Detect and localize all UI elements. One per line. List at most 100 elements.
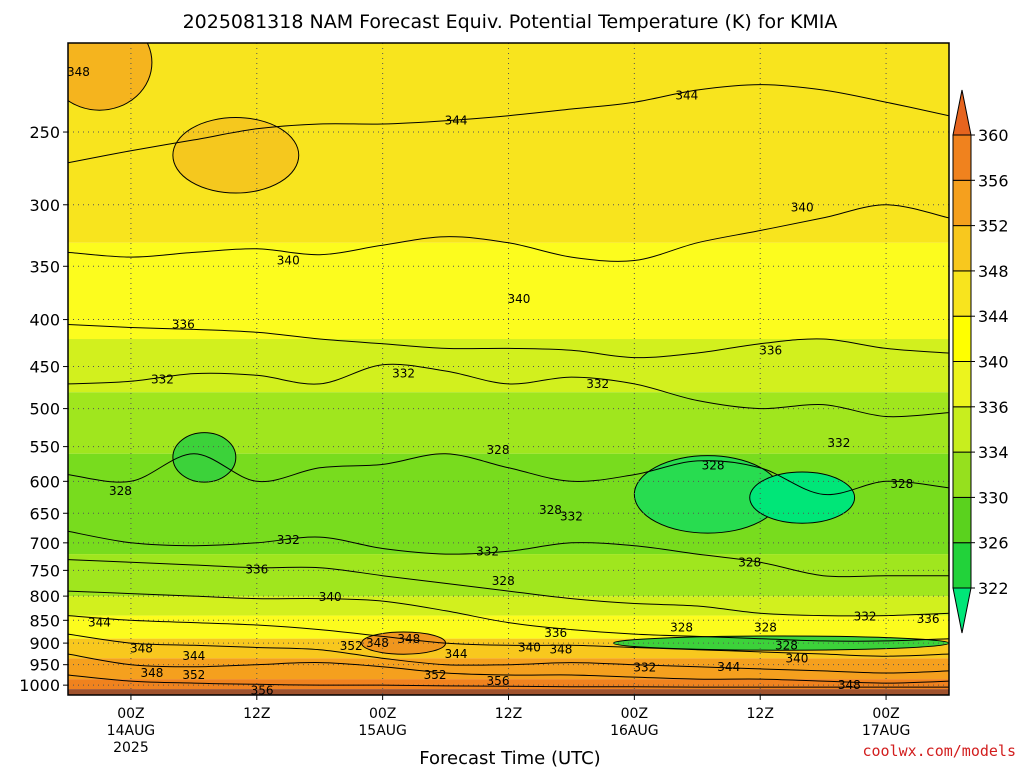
fill-patch-4	[749, 471, 856, 524]
colorbar-segment-344	[952, 270, 972, 317]
contour-label-46: 348	[838, 678, 861, 692]
fill-patch-1	[172, 117, 300, 194]
contour-line-340-7	[68, 590, 949, 642]
contour-label-4: 340	[277, 254, 300, 268]
fill-band-7	[68, 615, 949, 639]
contour-label-25: 332	[854, 610, 877, 624]
fill-band-1	[68, 242, 949, 340]
colorbar-min-triangle	[952, 587, 972, 634]
colorbar-label-330: 330	[978, 488, 1009, 507]
y-tick-label-250: 250	[29, 123, 60, 142]
colorbar-max-triangle	[952, 89, 972, 136]
y-tick-label-850: 850	[29, 611, 60, 630]
contour-line-332-5	[68, 530, 949, 578]
y-tick-label-300: 300	[29, 196, 60, 215]
colorbar-segment-330	[952, 451, 972, 498]
fill-band-10	[68, 679, 949, 690]
contour-line-340-1	[68, 204, 949, 262]
contour-label-20: 328	[492, 574, 515, 588]
contour-label-11: 332	[827, 436, 850, 450]
contour-line-332-3	[68, 363, 949, 418]
contour-label-14: 328	[702, 459, 725, 473]
colorbar-segment-356	[952, 134, 972, 181]
x-tick-label-24: 00Z	[369, 706, 396, 722]
x-axis-label: Forecast Time (UTC)	[419, 748, 600, 768]
contour-line-344-0	[68, 84, 949, 164]
contour-label-5: 340	[508, 292, 531, 306]
contour-label-47: 356	[251, 683, 274, 697]
contour-label-6: 336	[172, 318, 195, 332]
y-tick-label-700: 700	[29, 534, 60, 553]
y-axis: 250 300 350 400 450 500 550 600 650 700 750 800 850 9…	[19, 123, 68, 695]
contour-label-39: 340	[785, 651, 808, 665]
contour-label-2: 344	[445, 114, 468, 128]
contour-line-336-6	[68, 559, 949, 617]
colorbar-label-348: 348	[978, 262, 1009, 281]
contour-label-17: 332	[560, 509, 583, 523]
fill-patch-2	[172, 432, 237, 483]
x-tick-date-0: 14AUG	[107, 723, 156, 739]
contour-label-34: 340	[518, 641, 541, 655]
contour-line-356-11	[68, 674, 949, 688]
contour-label-33: 344	[445, 647, 468, 661]
contour-label-16: 328	[539, 503, 562, 517]
x-tick-year-0: 2025	[113, 740, 149, 756]
colorbar-label-352: 352	[978, 217, 1009, 236]
contour-label-7: 336	[759, 343, 782, 357]
colorbar-segment-326	[952, 496, 972, 544]
y-tick-label-350: 350	[29, 257, 60, 276]
x-tick-label-36: 12Z	[495, 706, 522, 722]
contour-label-21: 328	[738, 555, 761, 569]
contour-label-18: 332	[277, 533, 300, 547]
y-tick-label-750: 750	[29, 561, 60, 580]
colorbar-label-340: 340	[978, 353, 1009, 372]
x-tick-label-12: 12Z	[243, 706, 270, 722]
contour-label-42: 348	[140, 666, 163, 680]
contour-label-32: 348	[397, 632, 420, 646]
contour-label-1: 344	[675, 88, 698, 102]
credit-text: coolwx.com/models	[862, 742, 1016, 760]
contour-label-28: 328	[670, 620, 693, 634]
colorbar-label-322: 322	[978, 579, 1009, 598]
contour-line-348-9	[68, 633, 949, 674]
contour-line-344-8	[68, 615, 949, 657]
y-tick-label-900: 900	[29, 634, 60, 653]
contour-label-30: 348	[366, 636, 389, 650]
contour-label-43: 352	[182, 668, 205, 682]
contour-label-45: 356	[487, 674, 510, 688]
fill-patch-0	[68, 43, 153, 111]
contour-label-9: 332	[392, 367, 415, 381]
contour-line-352-10	[68, 653, 949, 684]
y-tick-label-450: 450	[29, 358, 60, 377]
x-tick-date-24: 15AUG	[358, 723, 407, 739]
contour-label-3: 340	[791, 200, 814, 214]
contour-label-12: 328	[109, 484, 132, 498]
chart-title: 2025081318 NAM Forecast Equiv. Potential…	[183, 11, 838, 33]
colorbar-label-356: 356	[978, 171, 1009, 190]
contour-label-8: 332	[151, 373, 174, 387]
colorbar-label-360: 360	[978, 126, 1009, 145]
colorbar-label-334: 334	[978, 443, 1009, 462]
contour-line-328-4	[68, 453, 949, 496]
grid-layer	[68, 43, 949, 695]
colorbar-segment-334	[952, 406, 972, 453]
contour-label-40: 344	[717, 660, 740, 674]
colorbar-segment-322	[952, 542, 972, 589]
y-tick-label-600: 600	[29, 472, 60, 491]
colorbar-segment-340	[952, 315, 972, 363]
y-tick-label-650: 650	[29, 504, 60, 523]
x-tick-date-72: 17AUG	[862, 723, 911, 739]
x-tick-date-48: 16AUG	[610, 723, 659, 739]
contour-label-27: 336	[544, 626, 567, 640]
x-tick-label-0: 00Z	[117, 706, 144, 722]
contour-label-22: 336	[245, 562, 268, 576]
colorbar-segment-352	[952, 179, 972, 227]
y-tick-label-950: 950	[29, 656, 60, 675]
contour-label-37: 344	[182, 649, 205, 663]
contour-label-36: 348	[130, 641, 153, 655]
contour-label-38: 328	[775, 638, 798, 652]
colorbar-label-336: 336	[978, 398, 1009, 417]
fill-band-5	[68, 554, 949, 597]
